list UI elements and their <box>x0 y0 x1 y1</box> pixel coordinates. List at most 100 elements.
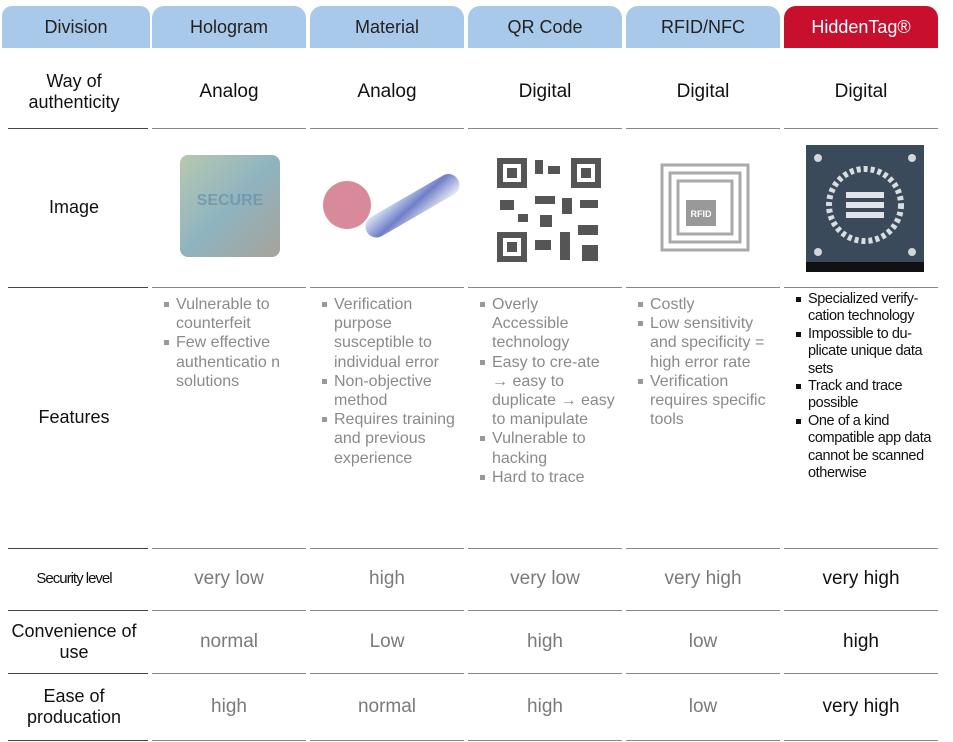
row-divider <box>784 548 938 549</box>
value-cell: very high <box>664 568 742 590</box>
material-seal <box>323 181 371 229</box>
value-cell: Low <box>369 630 405 652</box>
feature-item: Vulnerable to counterfeit <box>162 295 302 333</box>
header-tab: HiddenTag® <box>784 6 938 48</box>
row-divider <box>468 548 622 549</box>
row-divider <box>626 128 780 129</box>
value-cell: very low <box>510 568 580 590</box>
header-tab: Division <box>2 6 150 48</box>
feature-item: Track and trace possible <box>794 378 934 413</box>
row-divider <box>310 548 464 549</box>
value-cell: Analog <box>199 80 259 102</box>
row-divider <box>626 610 780 611</box>
value-cell: very high <box>822 568 900 590</box>
feature-cell: Specialized verify-cation technology Impo… <box>784 287 938 548</box>
header-tab: RFID/NFC <box>626 6 780 48</box>
row-divider <box>626 740 780 741</box>
feature-item: Costly <box>636 295 776 314</box>
value-cell: normal <box>357 695 417 717</box>
row-divider <box>468 673 622 674</box>
value-cell: very low <box>194 568 264 590</box>
row-divider <box>626 548 780 549</box>
row-divider <box>626 287 780 288</box>
value-cell: Analog <box>357 80 417 102</box>
rfid-image: RFID <box>660 163 750 252</box>
value-cell: high <box>211 695 247 717</box>
header-tab: Hologram <box>152 6 306 48</box>
feature-cell: Overly Accessible technology Easy to cre-… <box>468 287 622 548</box>
row-label: Ease of producation <box>26 685 122 727</box>
feature-item: Overly Accessible technology <box>478 295 618 353</box>
row-divider <box>8 128 148 129</box>
feature-cell: Verification purpose susceptible to indi… <box>310 287 464 548</box>
row-divider <box>784 287 938 288</box>
row-label: Convenience of use <box>11 620 137 662</box>
row-label: Security level <box>36 570 112 588</box>
row-divider <box>8 673 148 674</box>
value-cell: high <box>369 568 405 590</box>
row-divider <box>468 128 622 129</box>
row-divider <box>784 610 938 611</box>
feature-item: Hard to trace <box>478 468 618 487</box>
feature-item: Verification purpose susceptible to indi… <box>320 295 460 372</box>
value-cell: Digital <box>518 80 572 102</box>
row-divider <box>152 287 306 288</box>
row-divider <box>784 673 938 674</box>
feature-cell: Vulnerable to counterfeit Few effective a… <box>152 287 306 548</box>
feature-item: Impossible to du-plicate unique data set… <box>794 326 934 378</box>
row-divider <box>8 740 148 741</box>
feature-item: One of a kind compatible app data cannot… <box>794 413 934 483</box>
feature-item: Low sensitivity and specificity = high e… <box>636 314 776 372</box>
row-divider <box>310 287 464 288</box>
feature-cell: Costly Low sensitivity and specificity = … <box>626 287 780 548</box>
row-divider <box>310 740 464 741</box>
value-cell: normal <box>199 630 259 652</box>
row-divider <box>152 128 306 129</box>
value-cell: very high <box>822 695 900 717</box>
feature-list: Verification purpose susceptible to indi… <box>310 287 464 468</box>
value-cell: Digital <box>676 80 730 102</box>
header-tab: Material <box>310 6 464 48</box>
feature-item: Requires training and previous experienc… <box>320 410 460 468</box>
svg-text:RFID: RFID <box>691 209 712 219</box>
row-divider <box>784 128 938 129</box>
feature-list: Vulnerable to counterfeit Few effective a… <box>152 287 306 391</box>
material-pen <box>365 174 460 238</box>
qr-image <box>497 158 601 262</box>
value-cell: Digital <box>834 80 888 102</box>
row-divider <box>152 548 306 549</box>
row-divider <box>310 128 464 129</box>
value-cell: low <box>688 695 718 717</box>
feature-item: Few effective authenticatio n solutions <box>162 333 302 391</box>
feature-item: Non-objective method <box>320 372 460 410</box>
row-divider <box>784 740 938 741</box>
row-divider <box>310 673 464 674</box>
feature-item: Verification requires specific tools <box>636 372 776 430</box>
header-tab: QR Code <box>468 6 622 48</box>
feature-list: Specialized verify-cation technology Impo… <box>784 287 938 482</box>
row-divider <box>626 673 780 674</box>
row-divider <box>468 740 622 741</box>
row-label: Way of authenticity <box>28 70 120 112</box>
svg-text:SECURE: SECURE <box>197 192 264 209</box>
row-divider <box>468 287 622 288</box>
row-divider <box>8 548 148 549</box>
row-divider <box>310 610 464 611</box>
row-label: Image <box>48 197 100 218</box>
feature-list: Overly Accessible technology Easy to cre-… <box>468 287 622 487</box>
value-cell: high <box>527 695 563 717</box>
value-cell: high <box>843 630 879 652</box>
value-cell: high <box>527 630 563 652</box>
hiddentag-image <box>806 145 924 272</box>
row-divider <box>152 610 306 611</box>
row-divider <box>152 673 306 674</box>
feature-list: Costly Low sensitivity and specificity = … <box>626 287 780 429</box>
row-divider <box>468 610 622 611</box>
hologram-image <box>180 155 280 257</box>
value-cell: low <box>688 630 718 652</box>
feature-item: Vulnerable to hacking <box>478 429 618 467</box>
row-divider <box>8 287 148 288</box>
feature-item: Specialized verify-cation technology <box>794 291 934 326</box>
